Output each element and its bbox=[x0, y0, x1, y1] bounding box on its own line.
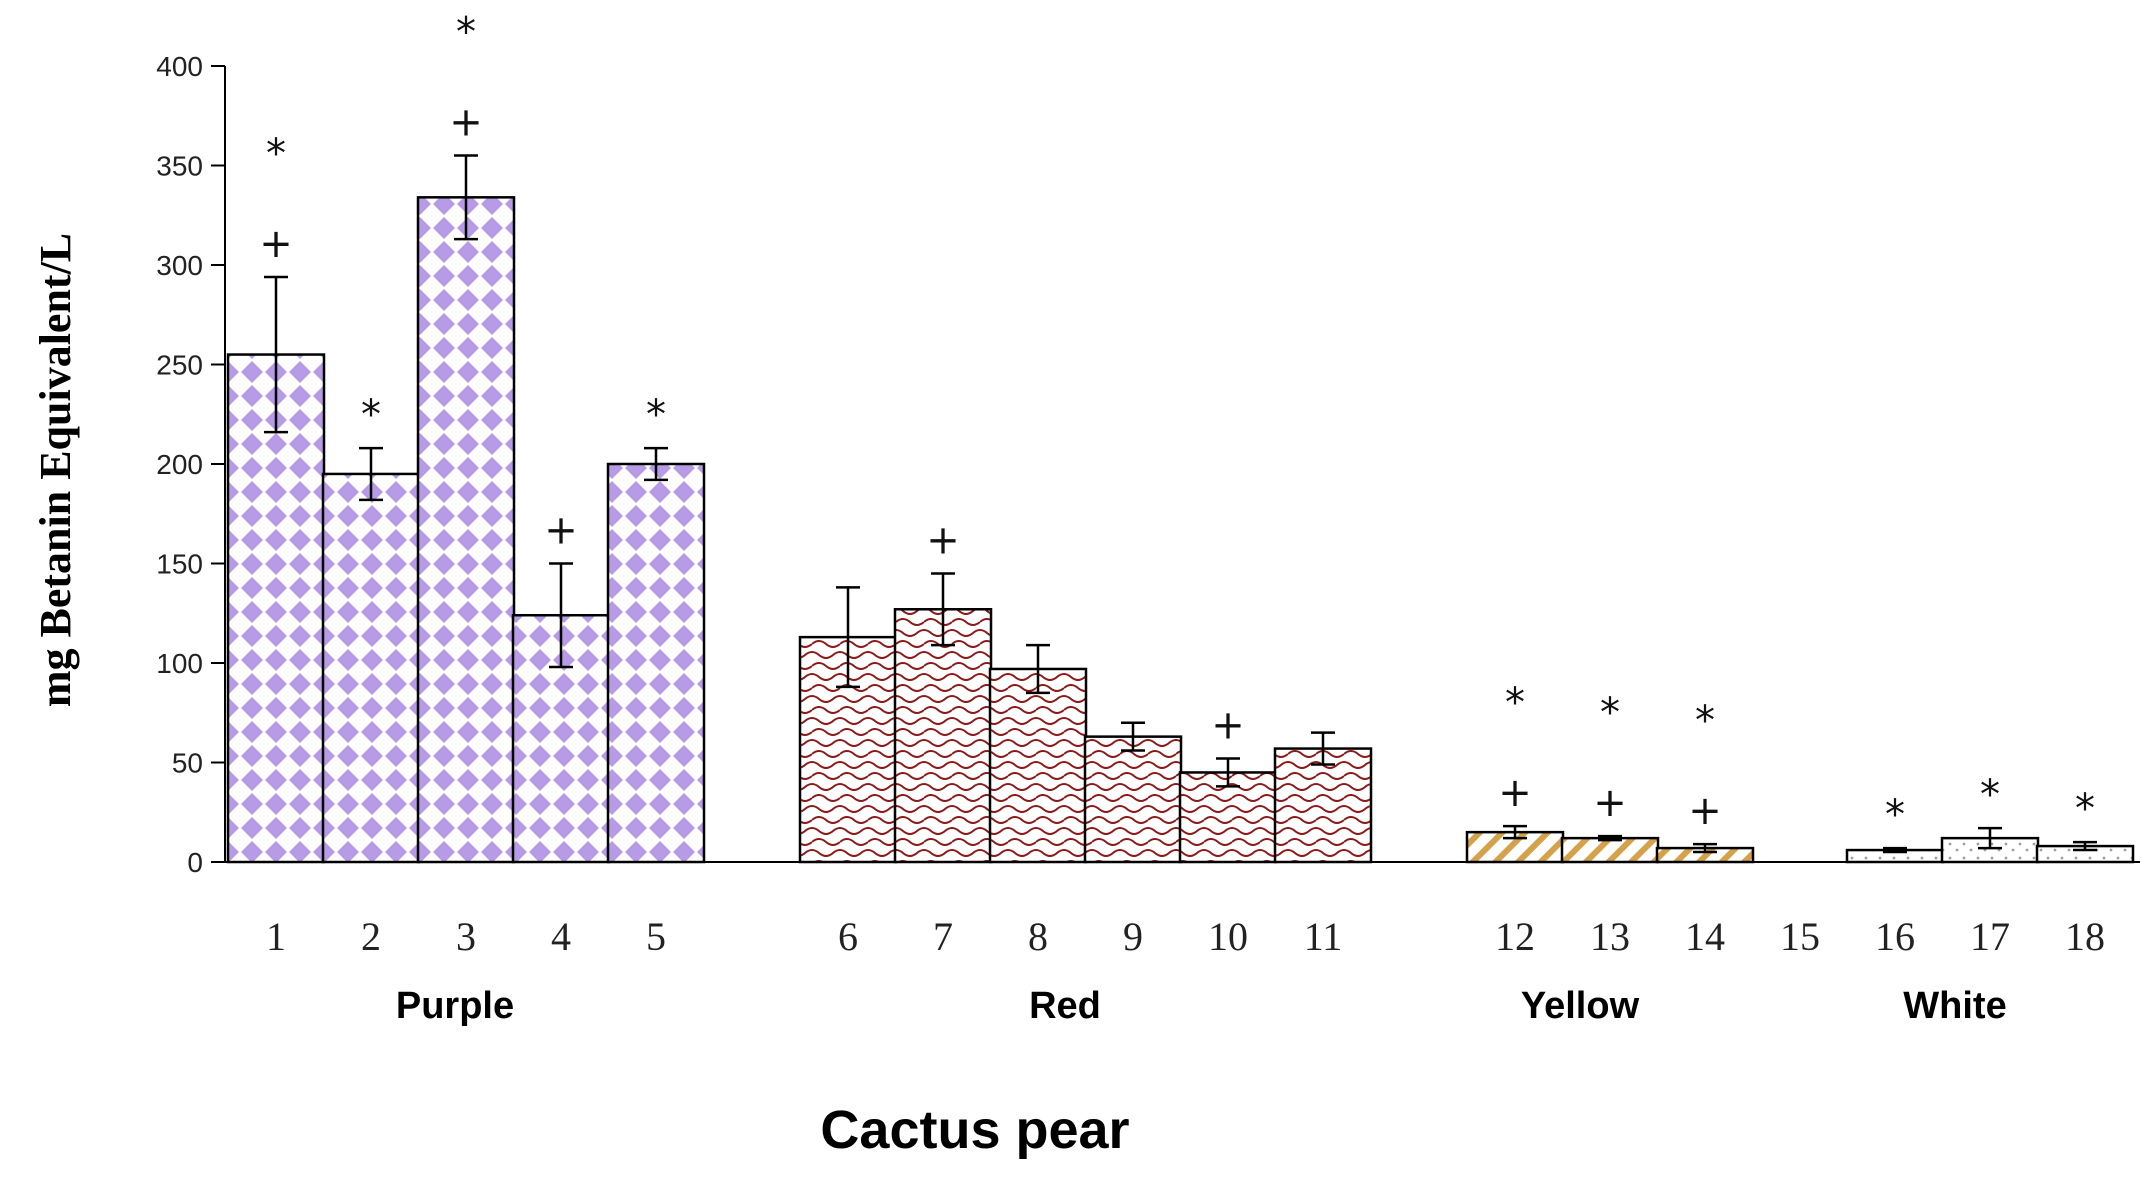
error-bar-7 bbox=[931, 572, 955, 647]
x-tick-label-13: 13 bbox=[1590, 914, 1630, 959]
error-bar-10 bbox=[1216, 757, 1240, 788]
y-tick-label: 250 bbox=[156, 350, 203, 381]
x-tick-label-14: 14 bbox=[1685, 914, 1725, 959]
y-tick-label: 200 bbox=[156, 449, 203, 480]
error-bar-5 bbox=[644, 446, 668, 482]
x-tick-label-4: 4 bbox=[551, 914, 571, 959]
x-tick-label-15: 15 bbox=[1780, 914, 1820, 959]
significance-star-18: * bbox=[2075, 786, 2095, 832]
significance-star-14: * bbox=[1695, 698, 1715, 744]
y-axis: 0 50 100 150 200 250 300 350 400 bbox=[156, 51, 226, 878]
significance-plus-12: + bbox=[1498, 770, 1532, 816]
significance-star-1: * bbox=[266, 131, 286, 177]
x-tick-label-11: 11 bbox=[1304, 914, 1343, 959]
significance-star-17: * bbox=[1980, 772, 2000, 818]
y-tick-label: 50 bbox=[172, 748, 203, 779]
significance-star-3: * bbox=[456, 10, 476, 56]
x-tick-label-12: 12 bbox=[1495, 914, 1535, 959]
significance-star-16: * bbox=[1885, 792, 1905, 838]
significance-plus-7: + bbox=[926, 517, 960, 563]
significance-star-12: * bbox=[1505, 680, 1525, 726]
significance-markers: + * * + * + * + + + * + * + * * * * bbox=[259, 10, 2095, 839]
significance-plus-10: + bbox=[1211, 703, 1245, 749]
x-tick-label-3: 3 bbox=[456, 914, 476, 959]
bar-7 bbox=[893, 608, 993, 864]
y-axis-title: mg Betanin Equivalent/L bbox=[31, 233, 80, 707]
error-bar-6 bbox=[836, 586, 860, 689]
group-labels: Purple Red Yellow White bbox=[396, 985, 2007, 1027]
x-tick-label-8: 8 bbox=[1028, 914, 1048, 959]
bar-2 bbox=[321, 472, 421, 864]
bars bbox=[226, 196, 2135, 864]
error-bar-18 bbox=[2073, 840, 2097, 852]
x-axis: 1 2 3 4 5 6 7 8 9 10 11 12 13 14 15 16 17 18 bbox=[225, 861, 2140, 959]
x-tick-label-2: 2 bbox=[361, 914, 381, 959]
group-label-yellow: Yellow bbox=[1521, 985, 1640, 1027]
x-tick-label-7: 7 bbox=[933, 914, 953, 959]
significance-star-2: * bbox=[361, 392, 381, 438]
significance-star-5: * bbox=[646, 392, 666, 438]
error-bar-11 bbox=[1311, 731, 1335, 766]
error-bar-16 bbox=[1883, 846, 1907, 854]
error-bar-4 bbox=[549, 562, 573, 669]
x-tick-label-6: 6 bbox=[838, 914, 858, 959]
bar-8 bbox=[988, 667, 1088, 864]
y-tick-label: 350 bbox=[156, 151, 203, 182]
error-bar-8 bbox=[1026, 643, 1050, 695]
y-tick-label: 100 bbox=[156, 648, 203, 679]
error-bar-14 bbox=[1693, 842, 1717, 854]
group-label-red: Red bbox=[1029, 985, 1101, 1027]
error-bar-17 bbox=[1978, 826, 2002, 850]
y-tick-label: 300 bbox=[156, 250, 203, 281]
significance-star-13: * bbox=[1600, 690, 1620, 736]
x-tick-label-5: 5 bbox=[646, 914, 666, 959]
x-tick-label-17: 17 bbox=[1970, 914, 2010, 959]
group-label-purple: Purple bbox=[396, 985, 514, 1027]
x-tick-label-1: 1 bbox=[266, 914, 286, 959]
y-tick-label: 400 bbox=[156, 51, 203, 82]
error-bar-13 bbox=[1598, 834, 1622, 842]
x-tick-label-18: 18 bbox=[2065, 914, 2105, 959]
error-bar-1 bbox=[264, 275, 288, 434]
bar-9 bbox=[1083, 735, 1183, 864]
error-bar-9 bbox=[1121, 721, 1145, 752]
error-bar-2 bbox=[359, 446, 383, 502]
x-tick-label-10: 10 bbox=[1208, 914, 1248, 959]
significance-plus-3: + bbox=[449, 100, 483, 146]
bar-13 bbox=[1560, 836, 1660, 864]
error-bar-3 bbox=[454, 154, 478, 241]
bar-3 bbox=[416, 196, 516, 864]
x-axis-title: Cactus pear bbox=[820, 1100, 1129, 1160]
bar-11 bbox=[1273, 747, 1373, 864]
significance-plus-4: + bbox=[544, 508, 578, 554]
significance-plus-13: + bbox=[1593, 780, 1627, 826]
x-tick-label-9: 9 bbox=[1123, 914, 1143, 959]
y-tick-label: 150 bbox=[156, 549, 203, 580]
group-label-white: White bbox=[1903, 985, 2006, 1027]
y-tick-label: 0 bbox=[187, 847, 203, 878]
x-tick-label-16: 16 bbox=[1875, 914, 1915, 959]
significance-plus-1: + bbox=[259, 221, 293, 267]
error-bar-12 bbox=[1503, 824, 1527, 840]
significance-plus-14: + bbox=[1688, 788, 1722, 834]
bar-5 bbox=[606, 462, 706, 864]
error-bars bbox=[264, 154, 2097, 854]
